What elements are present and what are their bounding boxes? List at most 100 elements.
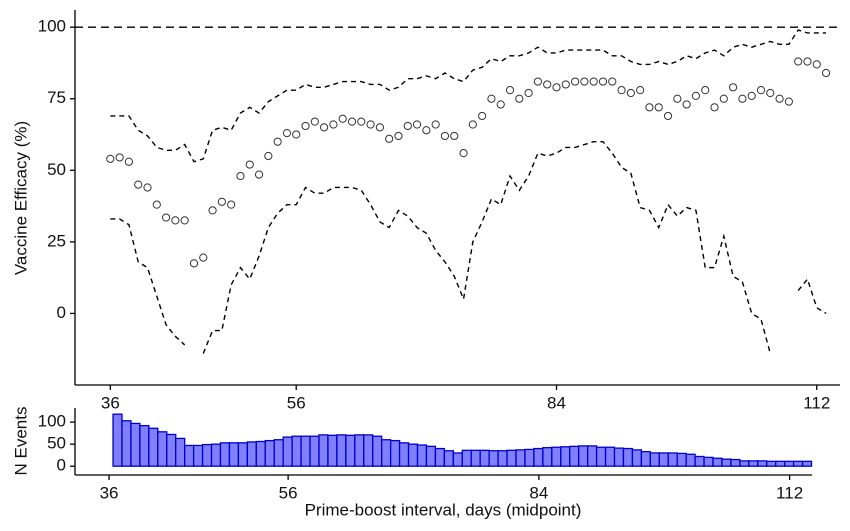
point	[422, 126, 431, 135]
bar	[712, 457, 723, 467]
bar	[282, 436, 293, 467]
bar	[703, 456, 714, 467]
point	[821, 68, 831, 78]
bar	[506, 449, 517, 467]
point	[171, 216, 180, 225]
x-tick-label: 36	[100, 483, 119, 502]
bar	[336, 434, 347, 467]
bar	[560, 446, 571, 467]
y-axis-label: Vaccine Efficacy (%)	[11, 121, 30, 275]
point	[161, 213, 171, 222]
point	[710, 103, 719, 112]
bar	[757, 460, 768, 467]
point	[459, 149, 468, 158]
point	[217, 197, 226, 206]
point	[663, 111, 673, 121]
bar	[425, 445, 437, 467]
x-tick-label: 84	[529, 483, 548, 502]
bar	[622, 447, 634, 467]
point	[412, 120, 422, 129]
bar	[318, 434, 329, 467]
bar	[488, 450, 499, 467]
bar	[175, 437, 186, 467]
bar	[443, 450, 454, 467]
bar	[372, 435, 383, 467]
point	[775, 94, 784, 103]
x-tick-label: 112	[803, 393, 830, 412]
point	[552, 83, 561, 92]
x-tick-label: 36	[101, 393, 120, 412]
point	[189, 259, 199, 268]
bar	[246, 441, 257, 467]
x-tick-label: 56	[279, 483, 298, 502]
bar	[578, 445, 589, 467]
point	[254, 170, 264, 179]
point	[143, 183, 152, 192]
point	[357, 117, 366, 126]
y-tick-label: 100	[38, 412, 66, 431]
lower-bound	[110, 140, 827, 354]
bar	[801, 460, 813, 467]
bar	[139, 424, 150, 467]
point	[245, 160, 254, 169]
bar	[345, 434, 356, 467]
bar	[228, 442, 240, 467]
point	[589, 77, 598, 86]
point	[701, 86, 710, 95]
bar	[542, 447, 553, 467]
bar	[148, 427, 159, 467]
bar	[649, 452, 660, 467]
point	[636, 86, 645, 95]
bar	[416, 444, 428, 467]
point	[440, 131, 450, 141]
point	[366, 120, 375, 129]
bar	[569, 445, 580, 467]
bar	[775, 460, 786, 467]
bar	[389, 439, 401, 467]
x-tick-label: 56	[287, 393, 306, 412]
point	[691, 91, 701, 100]
point	[794, 57, 803, 66]
point	[394, 131, 403, 141]
bar	[533, 447, 544, 467]
point	[515, 94, 524, 103]
bar	[766, 460, 777, 467]
bar	[264, 439, 275, 467]
point	[180, 216, 189, 225]
bar	[157, 431, 168, 467]
bar	[300, 435, 311, 467]
bar	[613, 447, 625, 467]
bar	[551, 446, 562, 467]
bar	[497, 450, 508, 467]
bar	[685, 453, 696, 467]
x-axis-label: Prime-boost interval, days (midpoint)	[305, 500, 582, 519]
y-axis-label: N Events	[11, 407, 30, 476]
bar	[219, 442, 231, 467]
point	[626, 88, 635, 98]
bar	[784, 460, 795, 467]
point	[747, 91, 756, 100]
bar	[676, 452, 687, 467]
point	[347, 117, 357, 126]
bar	[586, 445, 598, 467]
bar	[524, 448, 535, 467]
bar	[210, 443, 222, 467]
point	[301, 121, 310, 131]
bar	[112, 413, 123, 467]
bar	[381, 439, 392, 467]
point	[580, 77, 589, 86]
bar	[291, 435, 302, 467]
point	[403, 121, 412, 131]
point	[645, 103, 654, 112]
point	[617, 86, 626, 95]
bar	[130, 422, 141, 467]
bar	[730, 458, 741, 467]
point	[385, 134, 394, 143]
point	[561, 80, 570, 89]
point	[227, 200, 236, 209]
point	[320, 123, 329, 132]
point	[264, 151, 273, 161]
bar	[631, 449, 643, 467]
y-tick-label: 75	[47, 88, 66, 107]
